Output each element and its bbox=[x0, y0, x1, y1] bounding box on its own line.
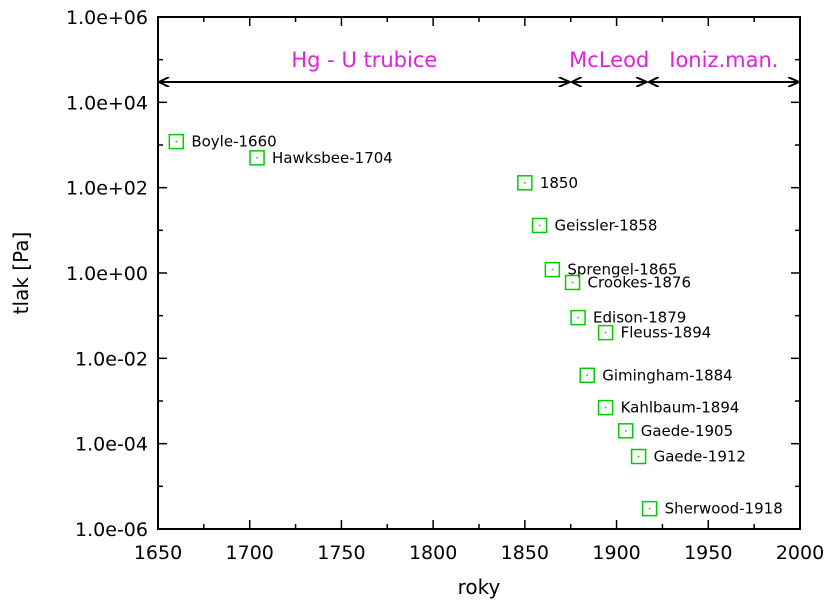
data-point: 1850 bbox=[517, 174, 578, 192]
point-marker bbox=[168, 133, 185, 150]
x-tick-label: 1950 bbox=[684, 542, 732, 564]
point-center bbox=[175, 140, 178, 143]
x-tick-label: 1800 bbox=[409, 542, 457, 564]
point-label: Fleuss-1894 bbox=[621, 324, 712, 342]
point-marker bbox=[617, 423, 634, 439]
point-label: Boyle-1660 bbox=[191, 133, 276, 151]
point-marker bbox=[570, 309, 586, 326]
y-tick-label: 1.0e+00 bbox=[66, 263, 148, 285]
data-point: Gimingham-1884 bbox=[579, 366, 733, 384]
point-center bbox=[577, 316, 579, 319]
point-center bbox=[604, 331, 607, 334]
point-label: Gaede-1905 bbox=[641, 422, 733, 440]
point-marker bbox=[597, 399, 614, 416]
point-marker bbox=[544, 261, 561, 278]
point-center bbox=[637, 455, 640, 458]
x-axis-label: roky bbox=[458, 575, 501, 599]
tick-labels: 1650 1700 1750 1800 1850 1900 1950 2000 1.0e-06 1… bbox=[66, 7, 824, 564]
y-tick-label: 1.0e-06 bbox=[75, 519, 148, 541]
y-tick-label: 1.0e+02 bbox=[66, 178, 148, 200]
point-marker bbox=[531, 217, 548, 234]
data-point: Boyle-1660 bbox=[168, 133, 277, 151]
x-tick-label: 2000 bbox=[776, 542, 824, 564]
point-marker bbox=[564, 274, 581, 291]
point-center bbox=[551, 268, 554, 271]
point-label: Sherwood-1918 bbox=[665, 500, 783, 518]
point-center bbox=[624, 430, 627, 432]
point-center bbox=[648, 507, 651, 510]
range-annotations: Hg - U trubice McLeod Ioniz.man. bbox=[159, 48, 799, 82]
range-label: McLeod bbox=[569, 48, 649, 72]
data-point: Gaede-1905 bbox=[617, 422, 733, 440]
data-point: Crookes-1876 bbox=[564, 273, 691, 291]
point-center bbox=[538, 224, 541, 227]
point-label: 1850 bbox=[540, 174, 578, 192]
point-label: Gaede-1912 bbox=[654, 448, 746, 466]
y-tick-label: 1.0e-04 bbox=[75, 434, 148, 456]
data-point: Edison-1879 bbox=[570, 309, 686, 327]
y-axis-label: tlak [Pa] bbox=[9, 232, 33, 315]
point-center bbox=[586, 374, 588, 377]
data-point: Kahlbaum-1894 bbox=[597, 399, 740, 417]
point-center bbox=[604, 406, 607, 409]
data-point: Sherwood-1918 bbox=[641, 500, 783, 518]
point-label: Sprengel-1865 bbox=[567, 261, 677, 279]
point-label: Hawksbee-1704 bbox=[272, 149, 393, 167]
point-label: Kahlbaum-1894 bbox=[621, 399, 740, 417]
x-tick-label: 1650 bbox=[134, 542, 182, 564]
data-point: Gaede-1912 bbox=[630, 448, 746, 466]
data-point: Geissler-1858 bbox=[531, 216, 658, 234]
point-marker bbox=[641, 500, 658, 517]
x-tick-label: 1900 bbox=[592, 542, 640, 564]
point-label: Geissler-1858 bbox=[555, 216, 658, 234]
point-marker bbox=[249, 150, 265, 166]
y-tick-label: 1.0e-02 bbox=[75, 348, 148, 370]
x-tick-label: 1700 bbox=[226, 542, 274, 564]
point-center bbox=[256, 157, 258, 159]
point-marker bbox=[597, 324, 614, 341]
data-point: Fleuss-1894 bbox=[597, 324, 712, 342]
data-point: Hawksbee-1704 bbox=[249, 149, 393, 167]
range-label: Hg - U trubice bbox=[291, 48, 437, 72]
range-label: Ioniz.man. bbox=[669, 48, 778, 72]
x-tick-label: 1750 bbox=[317, 542, 365, 564]
point-marker bbox=[630, 448, 647, 465]
point-label: Edison-1879 bbox=[593, 309, 686, 327]
point-label: Crookes-1876 bbox=[588, 273, 691, 291]
point-marker bbox=[517, 175, 533, 191]
point-marker bbox=[579, 367, 595, 384]
point-center bbox=[571, 281, 574, 284]
point-center bbox=[524, 182, 526, 184]
y-tick-label: 1.0e+06 bbox=[66, 7, 148, 29]
x-tick-label: 1850 bbox=[501, 542, 549, 564]
point-label: Gimingham-1884 bbox=[602, 366, 733, 384]
y-tick-label: 1.0e+04 bbox=[66, 92, 148, 114]
axis-ticks bbox=[157, 16, 801, 530]
data-point: Sprengel-1865 bbox=[544, 261, 677, 279]
